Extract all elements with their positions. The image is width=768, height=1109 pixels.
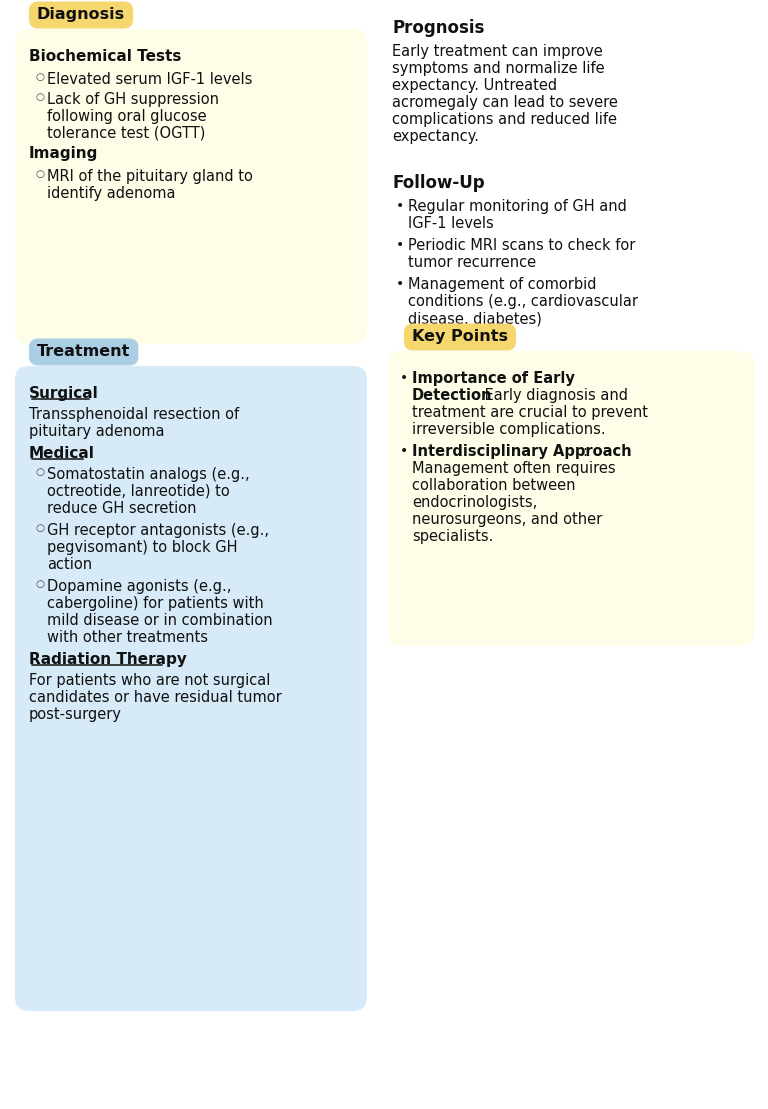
Text: Diagnosis: Diagnosis xyxy=(37,8,125,22)
Text: irreversible complications.: irreversible complications. xyxy=(412,423,606,437)
FancyBboxPatch shape xyxy=(15,366,367,1011)
Text: Surgical: Surgical xyxy=(29,386,99,401)
Text: following oral glucose: following oral glucose xyxy=(47,109,207,124)
Text: Imaging: Imaging xyxy=(29,146,98,161)
Text: ○: ○ xyxy=(35,169,44,179)
Text: Periodic MRI scans to check for: Periodic MRI scans to check for xyxy=(408,238,635,253)
Text: Elevated serum IGF-1 levels: Elevated serum IGF-1 levels xyxy=(47,72,253,87)
Text: treatment are crucial to prevent: treatment are crucial to prevent xyxy=(412,405,648,420)
Text: Biochemical Tests: Biochemical Tests xyxy=(29,49,181,64)
Text: IGF-1 levels: IGF-1 levels xyxy=(408,216,494,231)
Text: ○: ○ xyxy=(35,72,44,82)
Text: Lack of GH suppression: Lack of GH suppression xyxy=(47,92,219,106)
Text: acromegaly can lead to severe: acromegaly can lead to severe xyxy=(392,95,618,110)
Text: neurosurgeons, and other: neurosurgeons, and other xyxy=(412,512,602,527)
FancyBboxPatch shape xyxy=(15,29,367,344)
Text: Transsphenoidal resection of: Transsphenoidal resection of xyxy=(29,407,239,423)
Text: ○: ○ xyxy=(35,523,44,533)
Text: tumor recurrence: tumor recurrence xyxy=(408,255,536,269)
Text: GH receptor antagonists (e.g.,: GH receptor antagonists (e.g., xyxy=(47,523,269,538)
Text: Treatment: Treatment xyxy=(37,345,131,359)
Text: Interdisciplinary Approach: Interdisciplinary Approach xyxy=(412,444,631,459)
FancyBboxPatch shape xyxy=(404,324,516,350)
Text: Early treatment can improve: Early treatment can improve xyxy=(392,44,603,59)
Text: Somatostatin analogs (e.g.,: Somatostatin analogs (e.g., xyxy=(47,467,250,482)
Text: Management of comorbid: Management of comorbid xyxy=(408,277,597,292)
Text: identify adenoma: identify adenoma xyxy=(47,186,176,201)
Text: •: • xyxy=(396,199,404,213)
Text: pituitary adenoma: pituitary adenoma xyxy=(29,424,164,439)
Text: Detection: Detection xyxy=(412,388,492,403)
Text: MRI of the pituitary gland to: MRI of the pituitary gland to xyxy=(47,169,253,184)
Text: complications and reduced life: complications and reduced life xyxy=(392,112,617,128)
Text: pegvisomant) to block GH: pegvisomant) to block GH xyxy=(47,540,237,554)
Text: octreotide, lanreotide) to: octreotide, lanreotide) to xyxy=(47,484,230,499)
Text: Regular monitoring of GH and: Regular monitoring of GH and xyxy=(408,199,627,214)
Text: cabergoline) for patients with: cabergoline) for patients with xyxy=(47,596,263,611)
Text: action: action xyxy=(47,557,92,572)
Text: expectancy. Untreated: expectancy. Untreated xyxy=(392,78,557,93)
Text: conditions (e.g., cardiovascular: conditions (e.g., cardiovascular xyxy=(408,294,638,309)
Text: •: • xyxy=(396,238,404,252)
Text: Key Points: Key Points xyxy=(412,329,508,345)
Text: with other treatments: with other treatments xyxy=(47,630,208,645)
Text: •: • xyxy=(396,277,404,291)
Text: ○: ○ xyxy=(35,92,44,102)
FancyBboxPatch shape xyxy=(29,338,138,366)
Text: expectancy.: expectancy. xyxy=(392,129,479,144)
Text: Prognosis: Prognosis xyxy=(392,19,485,37)
Text: symptoms and normalize life: symptoms and normalize life xyxy=(392,61,604,77)
Text: For patients who are not surgical: For patients who are not surgical xyxy=(29,673,270,688)
Text: •: • xyxy=(400,372,409,385)
Text: post-surgery: post-surgery xyxy=(29,708,122,722)
Text: candidates or have residual tumor: candidates or have residual tumor xyxy=(29,690,282,705)
Text: Management often requires: Management often requires xyxy=(412,461,616,476)
Text: endocrinologists,: endocrinologists, xyxy=(412,495,538,510)
Text: Dopamine agonists (e.g.,: Dopamine agonists (e.g., xyxy=(47,579,231,594)
Text: ○: ○ xyxy=(35,579,44,589)
Text: Medical: Medical xyxy=(29,446,95,461)
Text: Follow-Up: Follow-Up xyxy=(392,174,485,192)
Text: Importance of Early: Importance of Early xyxy=(412,372,575,386)
FancyBboxPatch shape xyxy=(388,352,754,647)
Text: mild disease or in combination: mild disease or in combination xyxy=(47,613,273,628)
Text: : Early diagnosis and: : Early diagnosis and xyxy=(475,388,628,403)
Text: •: • xyxy=(400,444,409,458)
Text: tolerance test (OGTT): tolerance test (OGTT) xyxy=(47,126,205,141)
Text: Radiation Therapy: Radiation Therapy xyxy=(29,652,187,667)
Text: disease, diabetes): disease, diabetes) xyxy=(408,311,542,326)
Text: ○: ○ xyxy=(35,467,44,477)
Text: :: : xyxy=(582,444,587,459)
Text: collaboration between: collaboration between xyxy=(412,478,575,494)
Text: reduce GH secretion: reduce GH secretion xyxy=(47,501,197,516)
FancyBboxPatch shape xyxy=(29,1,133,29)
Text: specialists.: specialists. xyxy=(412,529,493,545)
